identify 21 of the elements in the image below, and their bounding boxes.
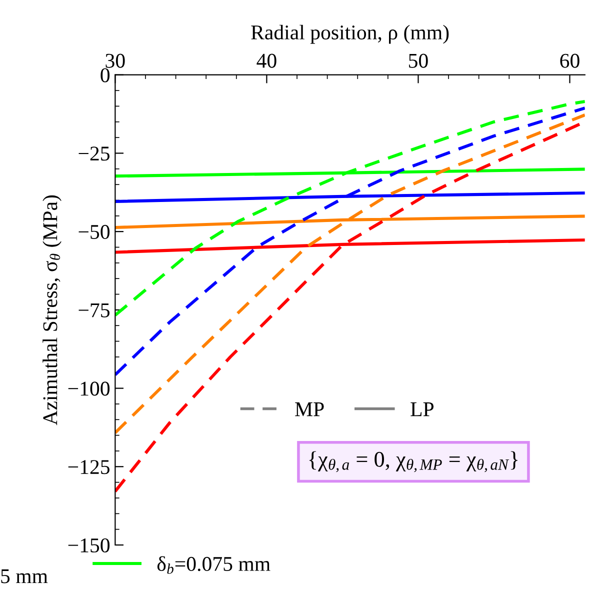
legend-label: δ$_{b}$=0.075 mm bbox=[157, 556, 270, 574]
line-series bbox=[115, 100, 585, 317]
y-tick-label: −125 bbox=[68, 460, 110, 474]
y-tick-label: 0 bbox=[100, 68, 110, 82]
x-tick-label: 50 bbox=[409, 54, 428, 68]
y-tick-label: −100 bbox=[68, 382, 110, 396]
text: 5 mm bbox=[1, 569, 48, 584]
y-tick-label: −25 bbox=[78, 146, 110, 161]
y-tick-label: −75 bbox=[78, 304, 110, 318]
x-tick-label: 40 bbox=[256, 54, 276, 68]
y-tick-label: −50 bbox=[78, 224, 110, 239]
y-axis-title: Azimuthal Stress, σ$_{θ}$ (MPa) bbox=[42, 195, 62, 426]
annotation: LP bbox=[410, 402, 434, 416]
line-series bbox=[115, 113, 585, 434]
x-tick-label: 30 bbox=[106, 54, 125, 68]
line-series bbox=[115, 106, 585, 376]
annotation: {χ$_{θ,a}$ = 0, χ$_{θ,MP}$ = χ$_{θ,aN}$} bbox=[309, 451, 518, 472]
annotation: MP bbox=[295, 402, 324, 416]
x-tick-label: 60 bbox=[560, 54, 580, 68]
y-tick-label: −150 bbox=[68, 538, 110, 552]
x-axis-title: Radial position, ρ (mm) bbox=[251, 24, 449, 44]
